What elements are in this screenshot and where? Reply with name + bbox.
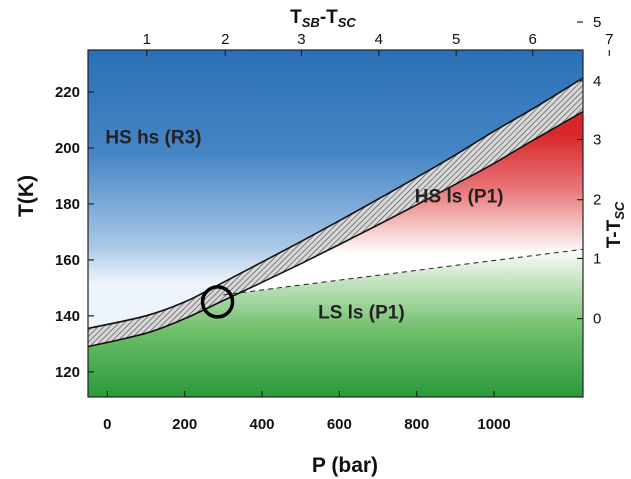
- bottom-axis: 0 200 400 600 800 1000: [103, 391, 511, 433]
- top-tick-label: 1: [143, 31, 151, 48]
- bottom-tick-label: 1000: [477, 416, 510, 433]
- bottom-tick-label: 0: [103, 416, 111, 433]
- left-tick-label: 160: [55, 252, 80, 269]
- left-tick-label: 220: [55, 84, 80, 101]
- right-tick-label: 5: [593, 14, 601, 31]
- top-axis: 12345678: [143, 31, 613, 56]
- hs-hs-region: [88, 50, 583, 329]
- right-axis-title: T-TSC: [604, 201, 627, 248]
- bottom-axis-title: P (bar): [312, 454, 378, 477]
- lower-boundary-line: [88, 110, 583, 348]
- left-axis-title: T(K): [15, 175, 38, 217]
- left-tick-label: 200: [55, 140, 80, 157]
- right-axis: 0 1 2 3 4 5: [577, 14, 601, 328]
- dashed-boundary-line: [223, 248, 583, 296]
- plot-frame: [87, 49, 584, 398]
- upper-boundary-line: [88, 77, 583, 330]
- left-tick-label: 140: [55, 308, 80, 325]
- top-tick-label: 3: [297, 31, 305, 48]
- right-tick-label: 1: [593, 250, 601, 267]
- region-labels: HS hs (R3) HS ls (P1) LS ls (P1): [105, 128, 503, 324]
- plot-background: [88, 50, 583, 397]
- bottom-tick-label: 400: [250, 416, 275, 433]
- left-tick-label: 120: [55, 364, 80, 381]
- top-tick-label: 4: [375, 31, 383, 48]
- right-tick-label: 2: [593, 192, 601, 209]
- region-label: HS ls (P1): [415, 187, 504, 208]
- right-tick-label: 0: [593, 311, 601, 328]
- top-axis-title: TSB-TSC: [290, 7, 356, 30]
- left-tick-label: 180: [55, 196, 80, 213]
- region-label: HS hs (R3): [105, 128, 201, 149]
- region-label: LS ls (P1): [318, 303, 405, 324]
- left-axis: 120 140 160 180 200 220: [55, 84, 94, 381]
- top-tick-label: 6: [529, 31, 537, 48]
- top-tick-label: 5: [452, 31, 460, 48]
- right-tick-label: 4: [593, 73, 601, 90]
- hs-ls-region: [223, 111, 583, 301]
- right-tick-label: 3: [593, 132, 601, 149]
- bottom-tick-label: 200: [172, 416, 197, 433]
- bottom-tick-label: 600: [327, 416, 352, 433]
- bottom-tick-label: 800: [404, 416, 429, 433]
- top-tick-label: 7: [605, 31, 613, 48]
- critical-point-marker: [200, 285, 235, 319]
- transition-band: [88, 78, 583, 347]
- top-tick-label: 2: [221, 31, 229, 48]
